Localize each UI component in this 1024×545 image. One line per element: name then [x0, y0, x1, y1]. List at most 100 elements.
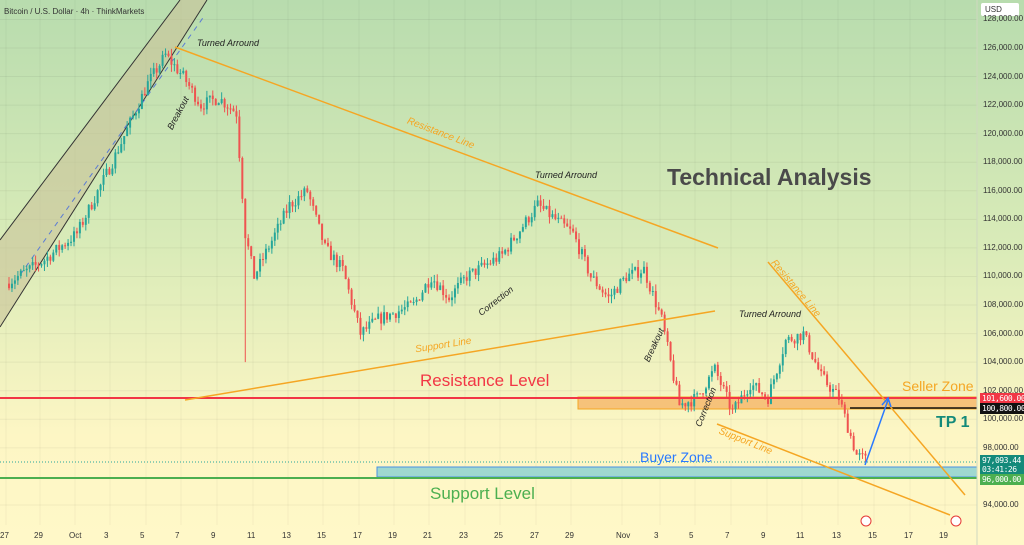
- candle-body: [259, 259, 262, 272]
- x-tick-label: 9: [211, 531, 216, 540]
- candle-body: [261, 259, 264, 261]
- candle-body: [270, 240, 273, 249]
- tp1-label: TP 1: [936, 414, 970, 431]
- candle-body: [693, 394, 696, 407]
- candle-body: [654, 291, 657, 308]
- candle-body: [858, 453, 861, 455]
- candle-body: [442, 285, 445, 296]
- candle-body: [146, 81, 149, 96]
- resistance-trendline-1: [174, 46, 719, 249]
- candle-body: [569, 226, 572, 229]
- candle-body: [681, 403, 684, 406]
- candle-body: [743, 395, 746, 397]
- x-tick-label: 9: [761, 531, 766, 540]
- candle-body: [84, 217, 87, 225]
- candle-body: [687, 402, 690, 407]
- candle-body: [648, 282, 651, 292]
- candle-body: [746, 394, 749, 396]
- candle-body: [356, 310, 359, 318]
- candle-body: [371, 318, 374, 322]
- candle-body: [829, 385, 832, 392]
- candle-body: [802, 331, 805, 341]
- candle-body: [377, 313, 380, 319]
- candle-body: [303, 188, 306, 197]
- candle-body: [111, 168, 114, 175]
- candle-body: [185, 70, 188, 83]
- candle-body: [595, 276, 598, 287]
- y-tick-label: 124,000.00: [983, 71, 1024, 81]
- candle-body: [412, 302, 415, 304]
- candle-body: [651, 291, 654, 293]
- candle-body: [716, 364, 719, 376]
- candle-body: [477, 265, 480, 276]
- candle-body: [22, 270, 25, 272]
- candle-body: [170, 55, 173, 65]
- candle-body: [188, 82, 191, 86]
- candle-body: [752, 385, 755, 390]
- candle-body: [764, 394, 767, 398]
- candle-body: [462, 277, 465, 279]
- x-tick-label: Nov: [616, 531, 631, 540]
- x-tick-label: 13: [832, 531, 841, 540]
- candle-body: [843, 404, 846, 414]
- candle-body: [864, 453, 867, 456]
- candle-body: [539, 200, 542, 206]
- currency-button[interactable]: USD: [981, 3, 1019, 16]
- x-tick-label: 23: [459, 531, 468, 540]
- candle-body: [566, 223, 569, 227]
- candle-body: [610, 294, 613, 297]
- resistance-level-label: Resistance Level: [420, 371, 550, 390]
- candle-body: [622, 277, 625, 280]
- candle-body: [814, 358, 817, 363]
- candle-body: [353, 304, 356, 311]
- candle-body: [335, 254, 338, 268]
- candle-body: [199, 104, 202, 109]
- candle-body: [149, 73, 152, 82]
- candle-body: [817, 362, 820, 370]
- flag-event-icon[interactable]: [860, 515, 872, 527]
- candle-body: [501, 251, 504, 254]
- candle-body: [211, 95, 214, 100]
- candle-body: [99, 184, 102, 191]
- candle-body: [386, 312, 389, 320]
- candle-body: [421, 292, 424, 301]
- y-tick-label: 118,000.00: [983, 157, 1023, 167]
- candle-body: [326, 242, 329, 246]
- x-tick-label: 27: [0, 531, 9, 540]
- candle-body: [55, 244, 58, 253]
- candle-body: [580, 249, 583, 255]
- candle-body: [480, 262, 483, 266]
- candle-body: [49, 256, 52, 261]
- x-tick-label: 25: [494, 531, 503, 540]
- candle-body: [158, 65, 161, 73]
- candle-body: [10, 283, 13, 289]
- y-tick-label: 94,000.00: [983, 499, 1019, 509]
- candle-body: [179, 73, 182, 75]
- candle-body: [808, 335, 811, 353]
- candle-body: [250, 246, 253, 257]
- x-tick-label: 3: [104, 531, 109, 540]
- candle-body: [16, 275, 19, 281]
- candle-body: [214, 99, 217, 106]
- x-tick-label: 29: [565, 531, 574, 540]
- candle-body: [704, 388, 707, 394]
- candle-body: [391, 313, 394, 315]
- candle-body: [167, 53, 170, 56]
- flag-event-icon[interactable]: [950, 515, 962, 527]
- candle-body: [483, 262, 486, 265]
- candle-body: [805, 331, 808, 336]
- candle-body: [400, 309, 403, 312]
- chart-title: Bitcoin / U.S. Dollar · 4h · ThinkMarket…: [4, 7, 145, 16]
- candle-body: [273, 232, 276, 241]
- candle-body: [229, 108, 232, 110]
- buyer-zone-label: Buyer Zone: [640, 449, 713, 465]
- candle-body: [640, 273, 643, 278]
- candle-body: [678, 384, 681, 406]
- candle-body: [616, 288, 619, 293]
- candle-body: [799, 333, 802, 341]
- candle-body: [90, 204, 93, 210]
- x-tick-label: 29: [34, 531, 43, 540]
- candle-body: [554, 214, 557, 219]
- candle-body: [406, 301, 409, 308]
